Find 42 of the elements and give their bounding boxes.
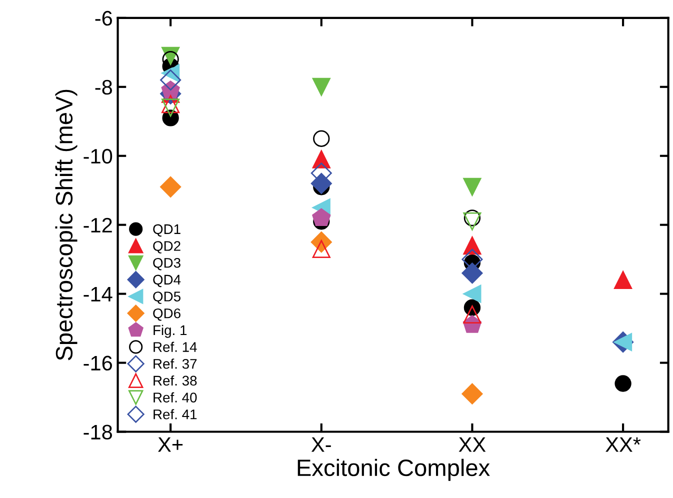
y-tick-label: -12 xyxy=(84,218,112,232)
legend-label: Ref. 40 xyxy=(154,392,197,402)
point xyxy=(162,50,179,68)
y-tick-label: -6 xyxy=(95,10,112,26)
point xyxy=(313,130,330,147)
x-tick-label: XX* xyxy=(606,437,641,452)
legend-label: QD6 xyxy=(153,308,180,321)
x-tick-label: X+ xyxy=(158,437,183,452)
point xyxy=(463,305,482,324)
x-tick-label: X- xyxy=(311,437,331,452)
y-tick-label: -16 xyxy=(84,356,112,371)
point xyxy=(310,172,332,194)
y-tick-label: -18 xyxy=(84,424,112,440)
point xyxy=(162,98,180,117)
y-tick-label: -8 xyxy=(95,80,112,95)
legend-label: Ref. 14 xyxy=(154,342,197,352)
point xyxy=(462,262,483,284)
point xyxy=(312,208,331,226)
legend-label: QD4 xyxy=(153,274,181,288)
legend-label: Ref. 38 xyxy=(154,375,197,386)
legend-label: Ref. 37 xyxy=(154,358,197,369)
point xyxy=(162,95,180,114)
legend-label: QD2 xyxy=(153,241,180,254)
y-tick-label: -10 xyxy=(84,148,112,164)
point xyxy=(464,210,481,226)
x-axis-title: Excitonic Complex xyxy=(298,458,490,481)
point xyxy=(312,240,330,258)
legend-label: QD1 xyxy=(153,224,180,237)
legend-label: QD3 xyxy=(153,258,180,270)
y-axis-title: Spectroscopic Shift (meV) xyxy=(55,90,78,360)
point xyxy=(462,383,483,404)
legend-label: Ref. 41 xyxy=(154,409,197,420)
point xyxy=(614,270,632,290)
point xyxy=(160,176,182,198)
y-tick-label: -14 xyxy=(84,287,112,302)
legend-label: QD5 xyxy=(153,292,180,304)
point xyxy=(160,69,182,91)
x-tick-label: XX xyxy=(458,437,486,452)
point xyxy=(463,178,482,196)
point xyxy=(463,284,482,303)
point xyxy=(312,78,330,96)
legend-label: Fig. 1 xyxy=(154,324,187,338)
